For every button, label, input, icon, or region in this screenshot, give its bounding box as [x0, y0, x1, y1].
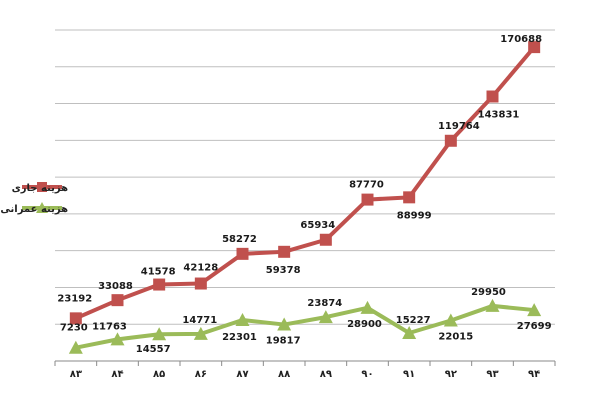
data-point: [278, 245, 291, 258]
data-label: 19817: [266, 336, 301, 347]
x-tick-label: ۹۱: [403, 369, 415, 380]
data-point: [527, 303, 542, 317]
x-tick-label: ۸۹: [320, 369, 332, 380]
x-tick-label: ۹۴: [528, 369, 540, 380]
data-label: 14771: [182, 315, 217, 326]
data-point: [235, 312, 250, 326]
x-tick-label: ۸۷: [236, 369, 248, 380]
data-point: [152, 327, 167, 341]
data-point: [528, 41, 541, 54]
x-tick-label: ۸۵: [153, 369, 165, 380]
data-label: 23192: [57, 293, 92, 304]
data-point: [485, 298, 500, 312]
x-tick-label: ۸۳: [70, 369, 82, 380]
data-point: [236, 247, 249, 260]
legend-marker: [36, 202, 48, 213]
legend-label: هزینه عمرانی: [0, 204, 68, 215]
data-point: [444, 134, 457, 147]
data-label: 170688: [500, 34, 542, 45]
data-label: 29950: [471, 287, 506, 298]
data-point: [360, 300, 375, 314]
data-label: 7230: [60, 323, 88, 334]
data-point: [194, 277, 207, 290]
data-label: 42128: [183, 263, 218, 274]
x-tick-label: ۸۸: [278, 369, 290, 380]
data-point: [193, 326, 208, 340]
data-label: 11763: [92, 321, 127, 332]
data-label: 28900: [347, 319, 382, 330]
x-tick-label: ۹۳: [486, 369, 498, 380]
data-label: 33088: [98, 281, 133, 292]
data-labels: 23192 33088 41578 42128 58272 59378 65934 87770…: [57, 34, 551, 355]
data-point: [443, 313, 458, 327]
series-line: [75, 45, 536, 321]
data-label: 143831: [478, 110, 520, 121]
data-point: [319, 233, 332, 246]
data-label: 88999: [397, 210, 432, 221]
data-point: [318, 310, 333, 324]
data-point: [111, 294, 124, 307]
data-label: 15227: [396, 315, 431, 326]
data-point: [486, 90, 499, 103]
legend-marker: [37, 182, 47, 192]
gridlines: [55, 29, 555, 325]
x-tick-label: ۹۰: [361, 369, 373, 380]
data-label: 58272: [222, 234, 257, 245]
x-tick-label: ۹۲: [445, 369, 457, 380]
data-point: [403, 191, 416, 204]
legend: هزینه جاری هزینه عمرانی: [0, 182, 68, 215]
data-label: 27699: [517, 321, 552, 332]
data-label: 119764: [438, 121, 480, 132]
x-axis: ۸۳ ۸۴ ۸۵ ۸۶ ۸۷ ۸۸ ۸۹ ۹۰ ۹۱ ۹۲ ۹۳ ۹۴: [54, 360, 556, 380]
x-tick-label: ۸۶: [195, 369, 207, 380]
data-point: [153, 278, 166, 291]
data-label: 41578: [141, 267, 176, 278]
data-point: [361, 193, 374, 206]
data-label: 59378: [266, 265, 301, 276]
data-point: [110, 332, 125, 346]
series-lines: [75, 45, 536, 350]
data-point: [277, 317, 292, 331]
series-line: [75, 303, 535, 350]
x-tick-label: ۸۴: [111, 369, 123, 380]
data-label: 65934: [300, 220, 335, 231]
data-label: 22015: [438, 332, 473, 343]
series-markers: [68, 41, 542, 354]
data-point: [68, 340, 83, 354]
data-point: [402, 325, 417, 339]
data-point: [69, 312, 82, 325]
data-label: 87770: [349, 180, 384, 191]
legend-label: هزینه جاری: [12, 183, 68, 194]
data-label: 14557: [136, 344, 171, 355]
data-label: 23874: [307, 298, 342, 309]
data-label: 22301: [222, 332, 257, 343]
